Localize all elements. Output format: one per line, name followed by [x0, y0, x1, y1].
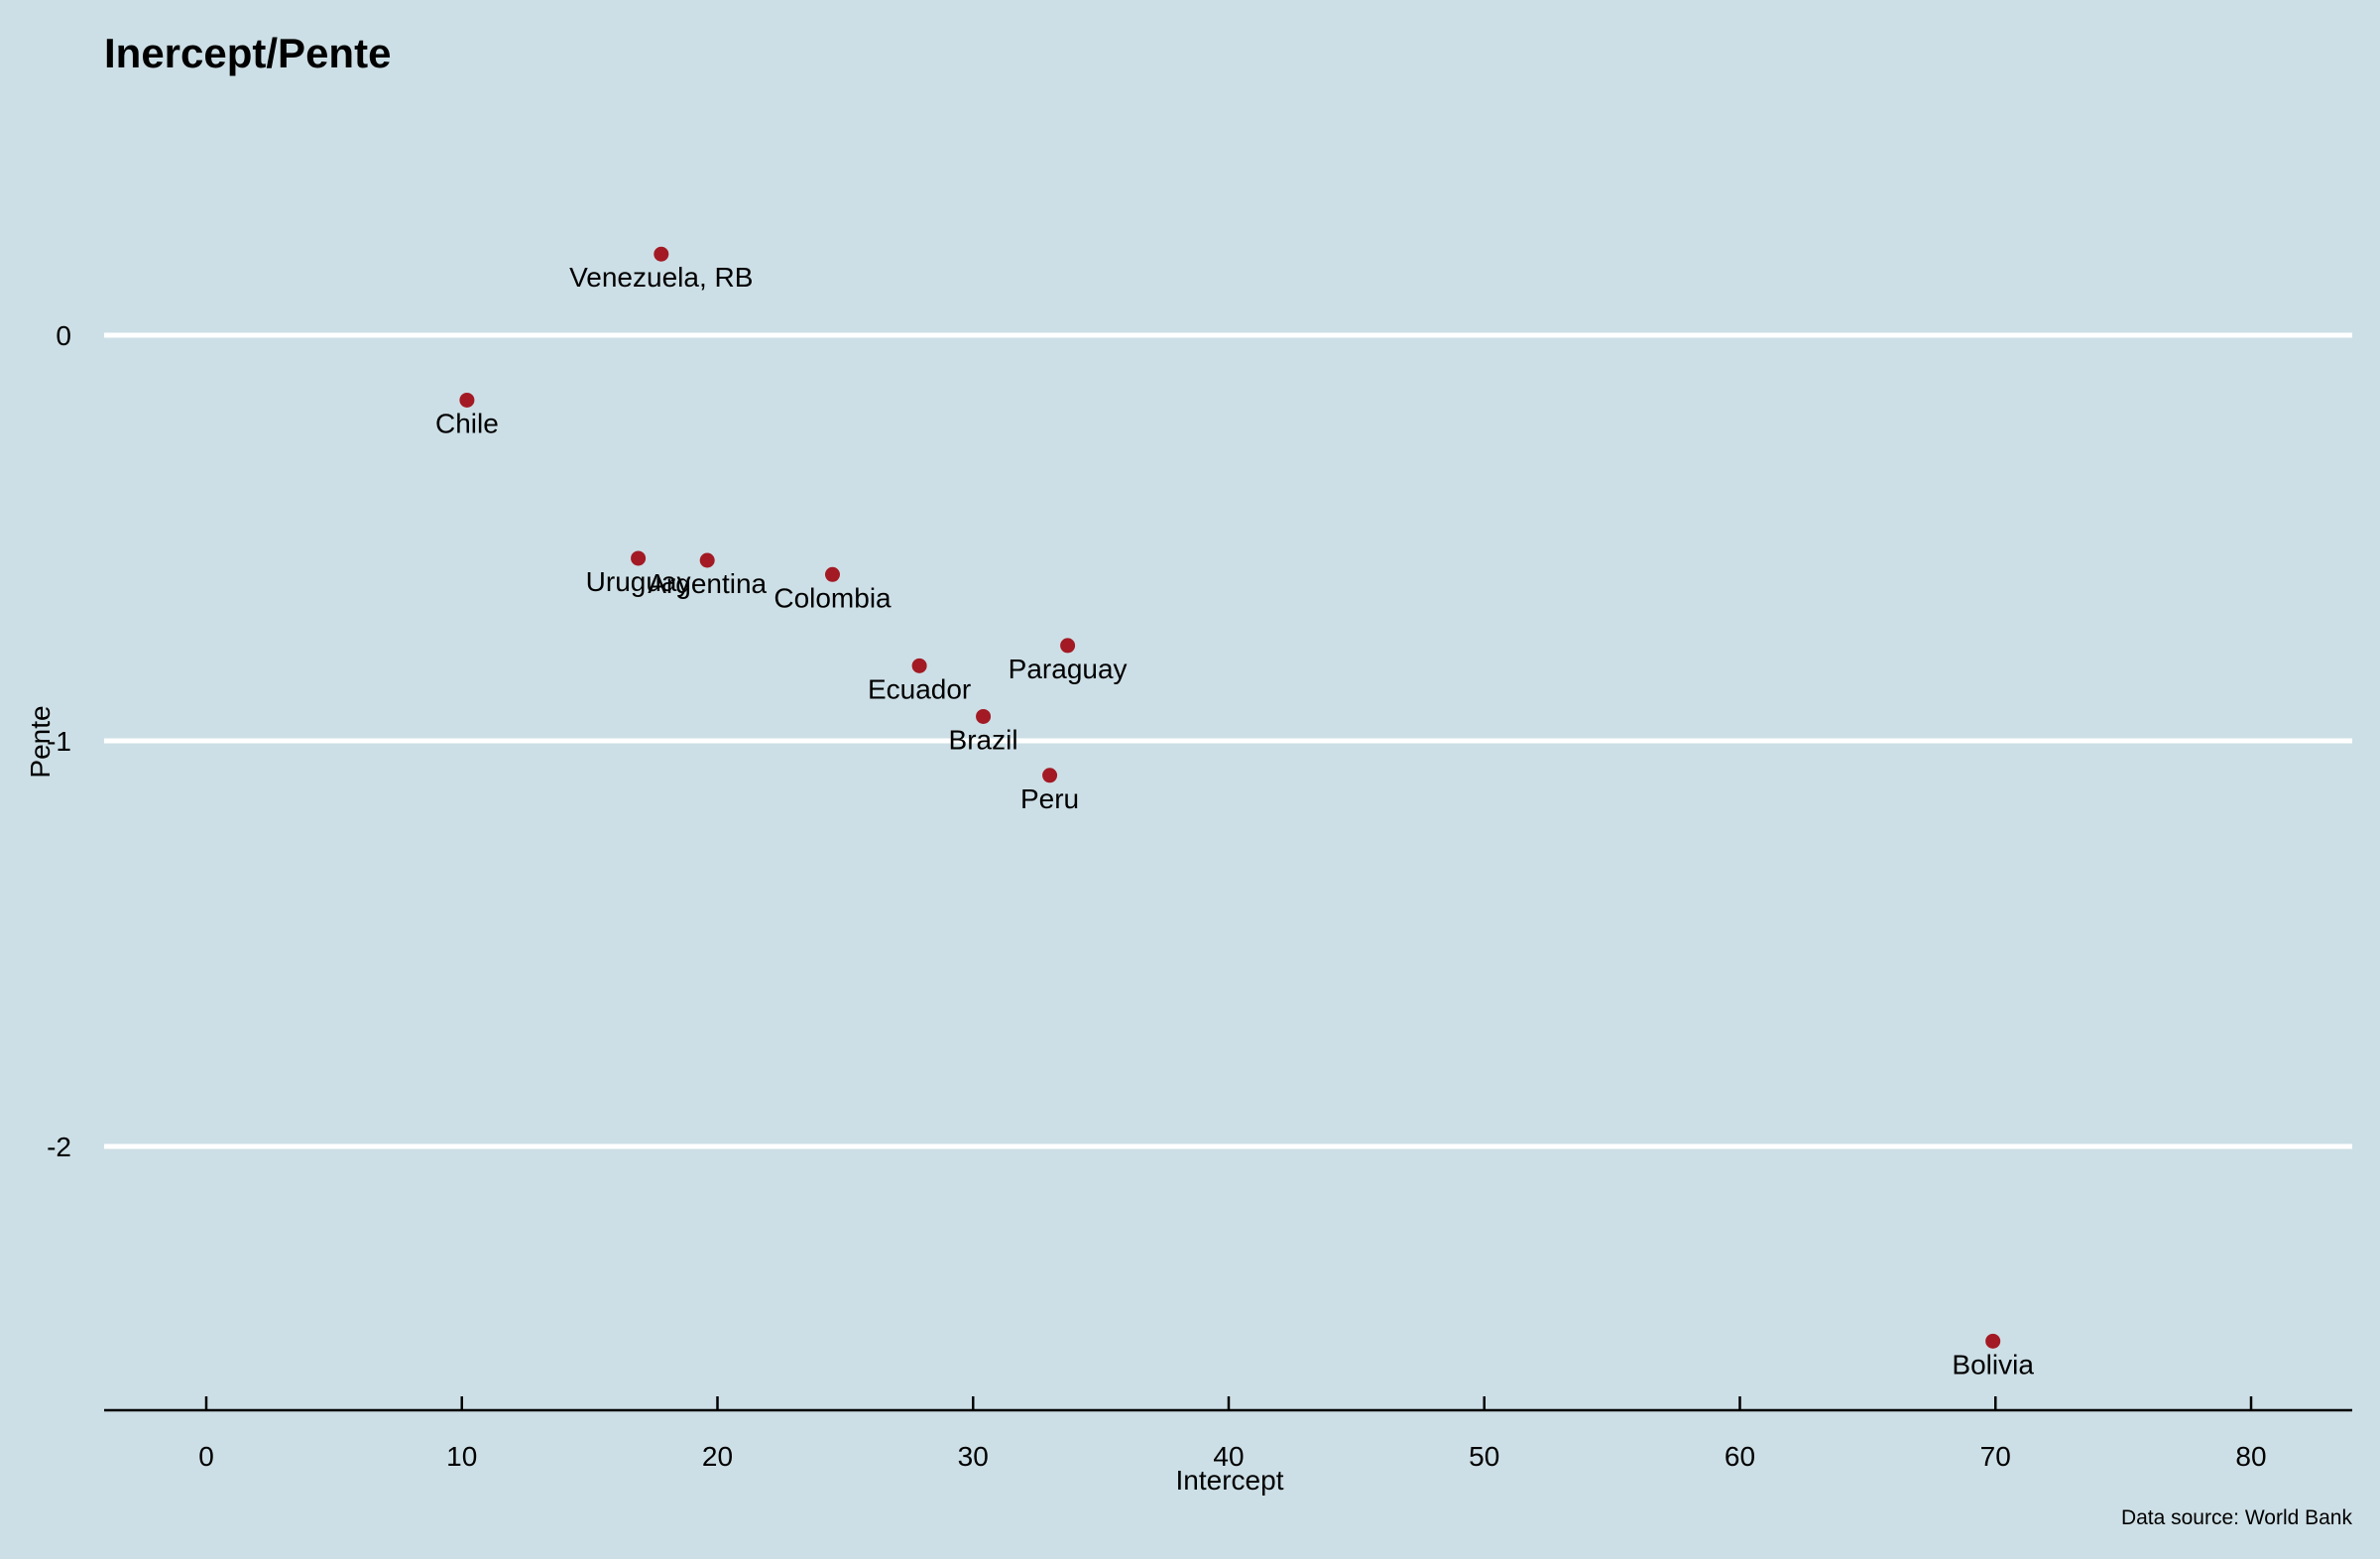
x-tick-label: 20 [702, 1441, 733, 1472]
data-point [654, 246, 669, 262]
y-tick-labels: 0 -1 -2 [47, 320, 71, 1162]
x-tick-label: 30 [958, 1441, 989, 1472]
y-axis-title: Pente [25, 705, 56, 778]
x-tick-label: 50 [1469, 1441, 1499, 1472]
point-label: Paraguay [1009, 654, 1128, 684]
data-point [631, 550, 647, 566]
data-point [1060, 638, 1076, 654]
y-tick-label: 0 [56, 320, 71, 351]
point-label: Argentina [648, 568, 767, 599]
x-axis-title: Intercept [1176, 1465, 1284, 1496]
point-label: Peru [1020, 783, 1079, 814]
point-label: Bolivia [1952, 1349, 2034, 1379]
point-label: Ecuador [868, 673, 971, 704]
gridlines [104, 332, 2352, 1149]
point-label: Chile [435, 408, 499, 438]
data-point [1985, 1333, 2001, 1349]
chart-title: Inercept/Pente [104, 30, 391, 76]
x-ticks: 0 10 20 30 40 50 60 70 80 [198, 1396, 2267, 1472]
data-source-caption: Data source: World Bank [2121, 1506, 2353, 1529]
data-point [824, 566, 840, 582]
y-tick-label: -1 [47, 726, 71, 757]
point-label: Brazil [949, 724, 1018, 755]
x-tick-label: 0 [198, 1441, 214, 1472]
x-tick-label: 80 [2235, 1441, 2266, 1472]
x-tick-label: 40 [1213, 1441, 1244, 1472]
x-tick-label: 60 [1725, 1441, 1755, 1472]
data-point [911, 658, 927, 673]
point-label: Uruguay [586, 566, 691, 597]
point-label: Venezuela, RB [569, 262, 753, 293]
x-tick-label: 10 [446, 1441, 477, 1472]
data-point [699, 552, 715, 568]
x-tick-label: 70 [1980, 1441, 2011, 1472]
y-tick-label: -2 [47, 1132, 71, 1162]
data-point [1042, 768, 1058, 783]
data-point [459, 392, 475, 408]
point-label: Colombia [774, 582, 892, 613]
data-point [976, 708, 992, 724]
